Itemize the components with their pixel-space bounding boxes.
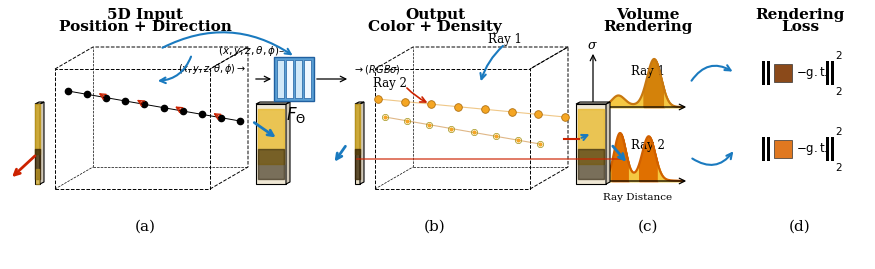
Polygon shape [256,102,290,104]
Polygon shape [40,102,44,184]
Polygon shape [256,104,286,184]
Bar [774,64,792,82]
Text: (c): (c) [638,220,658,234]
Text: Output: Output [405,8,466,22]
Bar [304,60,311,98]
Polygon shape [35,102,44,104]
Bar [762,137,765,161]
Text: 5D Input: 5D Input [107,8,183,22]
Bar [762,61,765,85]
Text: $- \mathrm{g.t.}$: $- \mathrm{g.t.}$ [796,65,829,81]
Text: $- \mathrm{g.t.}$: $- \mathrm{g.t.}$ [796,141,829,157]
Text: Ray 2: Ray 2 [373,77,407,90]
Polygon shape [355,104,360,184]
Polygon shape [606,102,610,184]
Text: (a): (a) [135,220,156,234]
Text: (d): (d) [789,220,811,234]
Text: σ: σ [588,113,596,126]
Bar [277,60,284,98]
Text: σ: σ [588,39,596,52]
Bar [774,140,792,158]
Text: ${\rightarrow}(RGB\sigma)$: ${\rightarrow}(RGB\sigma)$ [353,63,401,76]
Bar [286,60,293,98]
Text: $2$: $2$ [835,161,843,173]
Bar [831,61,834,85]
Text: $2$: $2$ [835,85,843,97]
Bar [826,61,829,85]
Bar [826,137,829,161]
Text: Volume: Volume [616,8,680,22]
Polygon shape [35,104,40,184]
Polygon shape [576,102,610,104]
Text: (b): (b) [424,220,446,234]
Text: Rendering: Rendering [604,20,693,34]
Bar [274,57,314,101]
Text: Rendering: Rendering [755,8,844,22]
Text: Position + Direction: Position + Direction [59,20,231,34]
Polygon shape [355,102,364,104]
Text: $F_{\Theta}$: $F_{\Theta}$ [286,105,306,125]
Text: $2$: $2$ [835,125,843,137]
Polygon shape [360,102,364,184]
Polygon shape [286,102,290,184]
Bar [767,137,770,161]
Text: Ray 1: Ray 1 [631,65,665,77]
Text: Ray 2: Ray 2 [631,139,665,151]
Text: $(x,y,z,\theta,\phi)$–: $(x,y,z,\theta,\phi)$– [218,44,285,58]
Text: Ray 1: Ray 1 [488,33,522,45]
Text: $2$: $2$ [835,49,843,61]
Text: Color + Density: Color + Density [368,20,502,34]
Text: $(x,y,z,\theta,\phi){\rightarrow}$: $(x,y,z,\theta,\phi){\rightarrow}$ [178,62,246,76]
Text: Loss: Loss [781,20,819,34]
Text: Ray Distance: Ray Distance [604,193,673,202]
Bar [767,61,770,85]
Polygon shape [576,104,606,184]
Bar [831,137,834,161]
Bar [295,60,302,98]
